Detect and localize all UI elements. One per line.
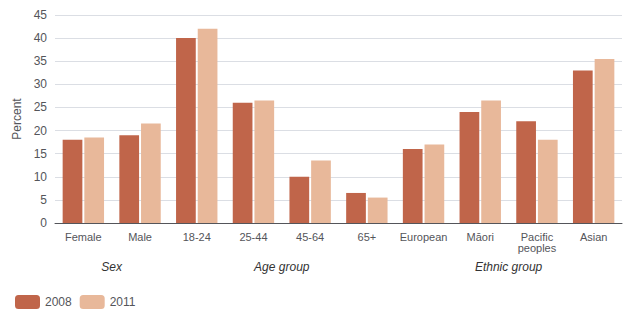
svg-text:5: 5 (40, 193, 47, 207)
svg-text:Male: Male (128, 231, 152, 243)
svg-text:Female: Female (65, 231, 102, 243)
svg-text:Sex: Sex (101, 260, 123, 274)
svg-text:2008: 2008 (45, 295, 72, 309)
svg-text:65+: 65+ (358, 231, 377, 243)
svg-text:Ethnic group: Ethnic group (475, 260, 543, 274)
svg-text:18-24: 18-24 (183, 231, 211, 243)
svg-text:25: 25 (34, 100, 48, 114)
svg-text:35: 35 (34, 54, 48, 68)
svg-text:45: 45 (34, 8, 48, 22)
svg-text:20: 20 (34, 124, 48, 138)
svg-text:15: 15 (34, 147, 48, 161)
svg-text:25-44: 25-44 (239, 231, 267, 243)
svg-text:10: 10 (34, 170, 48, 184)
svg-text:0: 0 (40, 216, 47, 230)
svg-text:2011: 2011 (110, 295, 136, 309)
svg-text:European: European (400, 231, 448, 243)
svg-text:40: 40 (34, 31, 48, 45)
svg-text:Māori: Māori (466, 231, 494, 243)
svg-text:Pacific: Pacific (520, 230, 554, 243)
svg-text:45-64: 45-64 (296, 231, 324, 243)
svg-text:Age group: Age group (253, 260, 310, 274)
svg-text:30: 30 (34, 77, 48, 91)
svg-text:Percent: Percent (10, 98, 24, 140)
svg-text:peoples: peoples (518, 242, 557, 254)
svg-text:Asian: Asian (580, 231, 608, 243)
